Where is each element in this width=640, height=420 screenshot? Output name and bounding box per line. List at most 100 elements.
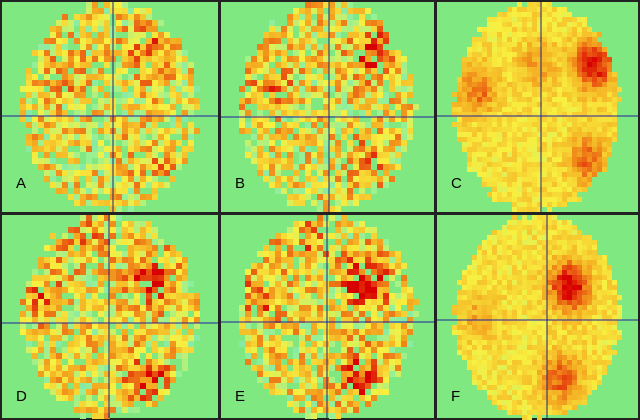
voxel [182, 281, 188, 287]
voxel [597, 270, 602, 275]
voxel [572, 177, 577, 182]
voxel [293, 200, 299, 206]
voxel [323, 353, 329, 359]
voxel [353, 269, 359, 275]
voxel [492, 245, 497, 250]
voxel [587, 117, 592, 122]
voxel [497, 62, 502, 67]
voxel [128, 80, 134, 86]
voxel [32, 104, 38, 110]
voxel [607, 310, 612, 315]
voxel [359, 299, 365, 305]
voxel [472, 275, 477, 280]
voxel [547, 225, 552, 230]
voxel [482, 260, 487, 265]
voxel [134, 140, 140, 146]
voxel [482, 97, 487, 102]
voxel [116, 389, 122, 395]
voxel [527, 380, 532, 385]
voxel [158, 299, 164, 305]
voxel [577, 390, 582, 395]
voxel [281, 44, 287, 50]
voxel [377, 383, 383, 389]
voxel [347, 140, 353, 146]
voxel [587, 355, 592, 360]
voxel [371, 104, 377, 110]
voxel [269, 269, 275, 275]
voxel [134, 293, 140, 299]
voxel [188, 80, 194, 86]
voxel [522, 127, 527, 132]
voxel [164, 299, 170, 305]
voxel [512, 202, 517, 207]
voxel [275, 158, 281, 164]
voxel [517, 275, 522, 280]
voxel [104, 20, 110, 26]
voxel [552, 250, 557, 255]
voxel [86, 134, 92, 140]
voxel [74, 371, 80, 377]
voxel [74, 407, 80, 413]
voxel [281, 176, 287, 182]
voxel [56, 20, 62, 26]
voxel [542, 395, 547, 400]
voxel [305, 110, 311, 116]
voxel [245, 359, 251, 365]
voxel [329, 20, 335, 26]
voxel [582, 172, 587, 177]
voxel [492, 172, 497, 177]
voxel [152, 275, 158, 281]
voxel [467, 300, 472, 305]
voxel [472, 52, 477, 57]
voxel [542, 385, 547, 390]
voxel [377, 20, 383, 26]
voxel [134, 257, 140, 263]
voxel [269, 80, 275, 86]
voxel [492, 295, 497, 300]
voxel [522, 192, 527, 197]
voxel [582, 320, 587, 325]
voxel [517, 72, 522, 77]
voxel [487, 305, 492, 310]
voxel [146, 341, 152, 347]
voxel [557, 250, 562, 255]
voxel [359, 281, 365, 287]
voxel [582, 52, 587, 57]
voxel [281, 146, 287, 152]
voxel [341, 44, 347, 50]
voxel [158, 371, 164, 377]
voxel [335, 56, 341, 62]
voxel [347, 158, 353, 164]
voxel [359, 134, 365, 140]
voxel [347, 221, 353, 227]
voxel [602, 47, 607, 52]
voxel [602, 77, 607, 82]
voxel [170, 281, 176, 287]
voxel [557, 390, 562, 395]
voxel [492, 285, 497, 290]
voxel [512, 225, 517, 230]
voxel [547, 137, 552, 142]
voxel [263, 341, 269, 347]
voxel [587, 320, 592, 325]
voxel [170, 56, 176, 62]
voxel [80, 146, 86, 152]
voxel [68, 257, 74, 263]
voxel [527, 390, 532, 395]
voxel [20, 329, 26, 335]
voxel [335, 128, 341, 134]
voxel [44, 275, 50, 281]
voxel [110, 383, 116, 389]
voxel [532, 47, 537, 52]
voxel [158, 323, 164, 329]
voxel [329, 335, 335, 341]
voxel [592, 295, 597, 300]
voxel [317, 275, 323, 281]
voxel [527, 225, 532, 230]
voxel [557, 12, 562, 17]
voxel [567, 280, 572, 285]
voxel [98, 407, 104, 413]
voxel [341, 341, 347, 347]
voxel [527, 250, 532, 255]
voxel [329, 281, 335, 287]
